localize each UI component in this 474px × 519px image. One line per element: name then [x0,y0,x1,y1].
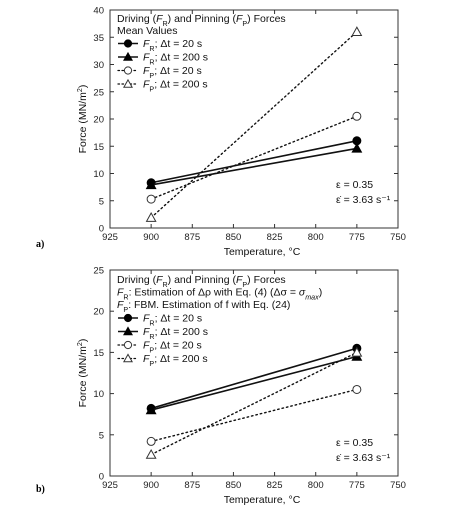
x-tick-label: 825 [267,480,283,491]
legend-marker [123,78,133,88]
legend: Driving (FR) and Pinning (FP) ForcesFR: … [117,274,322,368]
y-tick-label: 10 [93,389,104,400]
legend-marker [123,313,133,323]
data-point [351,26,363,36]
x-tick-label: 875 [184,232,200,243]
data-point [145,404,157,415]
data-point [146,436,156,446]
y-tick-label: 20 [93,307,104,318]
data-point [145,448,157,459]
plot-frame [109,269,399,477]
legend-title: Driving (FR) and Pinning (FP) Forces [117,274,286,289]
legend-title: FR: Estimation of Δρ with Eq. (4) (Δσ = … [117,287,322,302]
data-point [146,194,156,204]
data-point [352,111,362,121]
legend-entry: FP; Δt = 200 s [143,79,208,94]
chart-b: 925 900 875 850 825 800 775 750 0 5 10 15 20 25 Temper… [36,266,406,507]
y-tick-label: 5 [99,430,104,441]
series-line [150,347,358,410]
x-axis-label: Temperature, °C [224,246,301,258]
legend-marker [123,340,133,350]
y-tick-label: 5 [99,196,104,207]
y-tick-label: 0 [99,472,104,483]
legend-title: Driving (FR) and Pinning (FP) Forces [117,13,286,28]
data-point [145,179,157,190]
legend-marker [123,326,133,336]
y-tick-label: 20 [93,115,104,126]
x-tick-label: 750 [390,480,406,491]
panel-label: a) [36,239,44,250]
series-line [151,147,357,186]
x-tick-label: 925 [102,232,118,243]
legend-entry: FR; Δt = 200 s [143,326,208,341]
legend-marker [123,51,133,61]
x-tick-label: 875 [184,480,200,491]
legend-marker [123,39,133,48]
data-point [145,212,157,222]
x-tick-label: 825 [267,232,283,243]
series-line [150,351,358,456]
strain-rate-annotation: ε̇ = 3.63 s⁻¹ [336,452,391,464]
strain-rate-annotation: ε̇ = 3.63 s⁻¹ [336,194,391,206]
x-tick-label: 775 [349,232,365,243]
legend-entry: FR; Δt = 20 s [143,38,202,53]
strain-annotation: ε = 0.35 [336,179,373,191]
panel-label: b) [36,484,45,495]
series-line [150,355,358,411]
y-tick-label: 25 [93,87,104,98]
legend-entry: FR; Δt = 20 s [143,313,202,328]
y-tick-label: 0 [99,224,104,235]
y-tick-label: 35 [93,33,104,44]
series-line [150,140,358,184]
legend-marker [123,66,133,75]
legend-title: Mean Values [117,25,178,37]
data-point [351,346,363,357]
y-tick-label: 15 [93,348,104,359]
x-tick-label: 800 [308,232,324,243]
data-point [352,384,362,394]
legend-entry: FP; Δt = 20 s [143,340,202,355]
x-tick-label: 750 [390,232,406,243]
x-tick-label: 900 [143,232,159,243]
series-line [150,115,358,200]
series-line [150,388,358,443]
legend-entry: FP; Δt = 20 s [143,65,202,80]
x-tick-label: 800 [308,480,324,491]
x-tick-label: 850 [225,480,241,491]
y-axis-label: Force (MN/m2) [76,339,89,408]
x-tick-label: 925 [102,480,118,491]
data-point [351,142,363,153]
y-tick-label: 25 [93,266,104,277]
legend-entry: FP; Δt = 200 s [143,353,208,368]
strain-annotation: ε = 0.35 [336,437,373,449]
x-axis-label: Temperature, °C [224,494,301,506]
x-tick-label: 900 [143,480,159,491]
y-tick-label: 30 [93,60,104,71]
legend: Driving (FR) and Pinning (FP) ForcesMean… [117,13,286,94]
y-tick-label: 15 [93,142,104,153]
x-tick-label: 775 [349,480,365,491]
x-tick-label: 850 [225,232,241,243]
y-axis-label: Force (MN/m2) [76,85,89,154]
chart-a: 925 900 875 850 825 800 775 750 0 5 10 15 20 25 30 35 40… [36,6,406,259]
series-line [150,31,358,219]
legend-marker [123,353,133,363]
y-tick-label: 40 [93,6,104,17]
y-tick-label: 10 [93,169,104,180]
legend-entry: FR; Δt = 200 s [143,52,208,67]
legend-title: FP: FBM. Estimation of f with Eq. (24) [117,299,290,314]
